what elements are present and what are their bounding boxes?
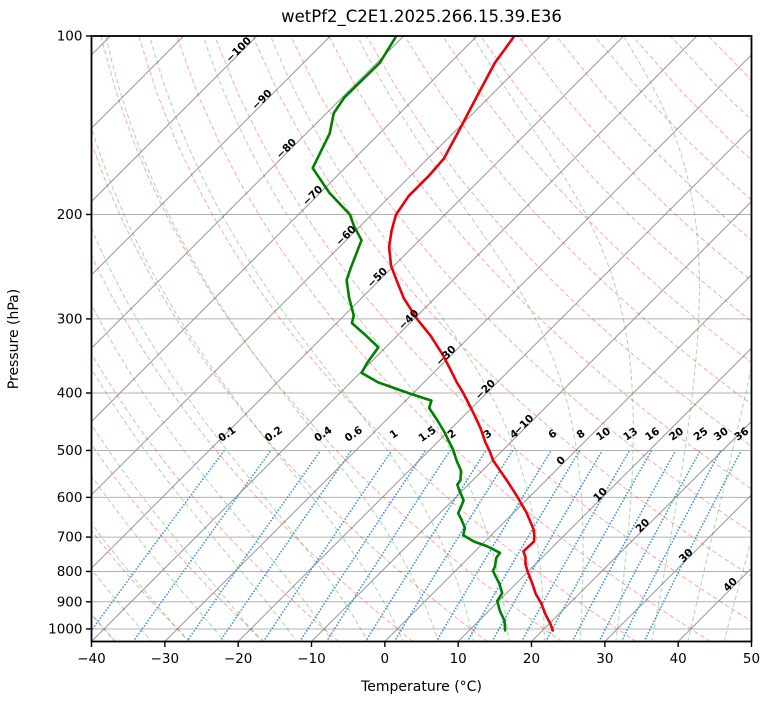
y-tick-label: 1000	[48, 621, 82, 637]
y-tick-label: 100	[57, 29, 83, 45]
axes: −40 −30 −20 −10 0 10 20 30 40 50 100 200 300 400 500 60…	[48, 29, 760, 668]
x-tick-label: 10	[450, 651, 467, 667]
temperature-curve	[387, 36, 555, 632]
dewpoint-curve	[311, 36, 507, 632]
isotherms	[91, 36, 752, 642]
y-axis-label: Pressure (hPa)	[6, 289, 22, 389]
y-tick-label: 400	[57, 385, 83, 401]
mixing-ratio-lines	[91, 449, 743, 642]
x-tick-label: −30	[151, 651, 180, 667]
x-tick-label: 50	[743, 651, 760, 667]
y-tick-label: 300	[57, 311, 83, 327]
chart-title: wetPf2_C2E1.2025.266.15.39.E36	[281, 7, 562, 27]
x-tick-label: 30	[596, 651, 613, 667]
y-tick-label: 600	[57, 490, 83, 506]
y-tick-label: 800	[57, 564, 83, 580]
pressure-gridlines	[91, 36, 752, 630]
x-tick-label: 40	[670, 651, 687, 667]
x-tick-label: −10	[297, 651, 326, 667]
x-tick-label: −40	[77, 651, 106, 667]
y-tick-label: 200	[57, 207, 83, 223]
y-tick-label: 700	[57, 530, 83, 546]
y-tick-label: 900	[57, 594, 83, 610]
moist-adiabats	[91, 36, 752, 642]
sounding-curves	[311, 36, 555, 632]
x-tick-label: 0	[381, 651, 390, 667]
x-tick-label: 20	[523, 651, 540, 667]
x-tick-label: −20	[224, 651, 253, 667]
x-axis-label: Temperature (°C)	[360, 679, 482, 695]
dry-adiabats	[91, 36, 752, 642]
y-tick-label: 500	[57, 443, 83, 459]
